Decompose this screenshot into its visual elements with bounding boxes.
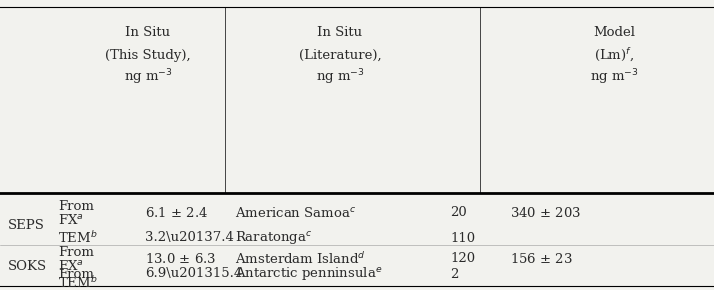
Text: Amsterdam Island$^{d}$: Amsterdam Island$^{d}$ (235, 251, 366, 267)
Text: FX$^{a}$: FX$^{a}$ (58, 213, 84, 227)
Text: TEM$^{b}$: TEM$^{b}$ (58, 275, 98, 290)
Text: American Samoa$^{c}$: American Samoa$^{c}$ (235, 206, 356, 220)
Text: (Lm)$^{f}$,: (Lm)$^{f}$, (594, 46, 634, 64)
Text: 156 $\pm$ 23: 156 $\pm$ 23 (510, 252, 573, 266)
Text: 110: 110 (450, 231, 475, 244)
Text: TEM$^{b}$: TEM$^{b}$ (58, 230, 98, 246)
Text: 340 $\pm$ 203: 340 $\pm$ 203 (510, 206, 581, 220)
Text: In Situ: In Situ (318, 26, 363, 39)
Text: 20: 20 (450, 206, 467, 220)
Text: From: From (58, 246, 94, 258)
Text: FX$^{a}$: FX$^{a}$ (58, 259, 84, 273)
Text: 6.1 $\pm$ 2.4: 6.1 $\pm$ 2.4 (145, 206, 208, 220)
Text: 2: 2 (450, 267, 458, 280)
Text: (Literature),: (Literature), (298, 48, 381, 61)
Text: 6.9\u201315.4: 6.9\u201315.4 (145, 267, 242, 280)
Text: Raratonga$^{c}$: Raratonga$^{c}$ (235, 229, 313, 246)
Text: ng m$^{-3}$: ng m$^{-3}$ (316, 67, 364, 87)
Text: 13.0 $\pm$ 6.3: 13.0 $\pm$ 6.3 (145, 252, 216, 266)
Text: Antarctic penninsula$^{e}$: Antarctic penninsula$^{e}$ (235, 266, 383, 282)
Text: From: From (58, 267, 94, 280)
Text: ng m$^{-3}$: ng m$^{-3}$ (590, 67, 638, 87)
Text: In Situ: In Situ (126, 26, 171, 39)
Text: SOKS: SOKS (8, 260, 47, 273)
Text: Model: Model (593, 26, 635, 39)
Text: (This Study),: (This Study), (105, 48, 191, 61)
Text: 120: 120 (450, 253, 475, 266)
Text: 3.2\u20137.4: 3.2\u20137.4 (145, 231, 234, 244)
Text: SEPS: SEPS (8, 219, 45, 232)
Text: From: From (58, 200, 94, 213)
Text: ng m$^{-3}$: ng m$^{-3}$ (124, 67, 172, 87)
